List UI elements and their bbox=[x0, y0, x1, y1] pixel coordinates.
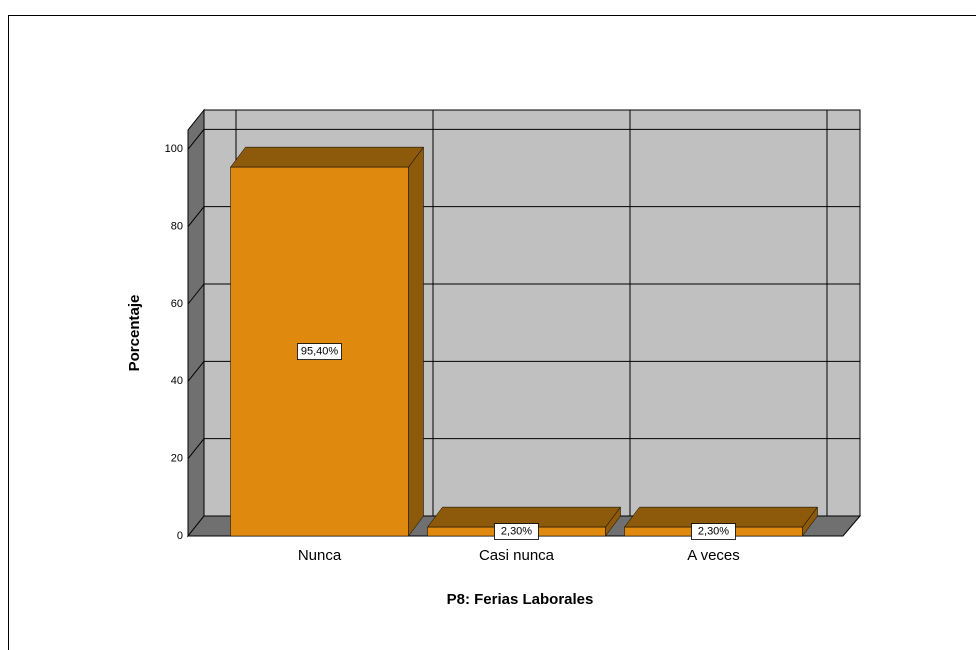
bar-side bbox=[408, 146, 424, 537]
y-tick-label: 60 bbox=[171, 298, 183, 310]
bar-top bbox=[230, 146, 424, 168]
x-tick-label: Casi nunca bbox=[479, 547, 555, 564]
value-label: 95,40% bbox=[301, 345, 339, 357]
value-label-box bbox=[297, 343, 342, 360]
y-tick-label: 20 bbox=[171, 453, 183, 465]
value-label-box bbox=[494, 523, 539, 540]
grid-line bbox=[187, 206, 205, 227]
y-tick-label: 0 bbox=[177, 530, 183, 542]
x-tick-label: Nunca bbox=[298, 547, 342, 564]
value-label: 2,30% bbox=[501, 525, 532, 537]
grid-line bbox=[187, 438, 205, 459]
y-tick-label: 40 bbox=[171, 375, 183, 387]
value-label: 2,30% bbox=[698, 525, 729, 537]
value-label-box bbox=[691, 523, 736, 540]
grid-line bbox=[187, 361, 205, 382]
left-wall bbox=[187, 108, 205, 538]
y-tick-label: 80 bbox=[171, 221, 183, 233]
grid-line bbox=[187, 283, 205, 305]
grid-line bbox=[187, 129, 205, 150]
y-tick-label: 100 bbox=[165, 143, 183, 155]
x-axis-title: P8: Ferias Laborales bbox=[447, 591, 594, 608]
x-tick-label: A veces bbox=[687, 547, 740, 564]
y-axis-title: Porcentaje bbox=[126, 295, 143, 372]
